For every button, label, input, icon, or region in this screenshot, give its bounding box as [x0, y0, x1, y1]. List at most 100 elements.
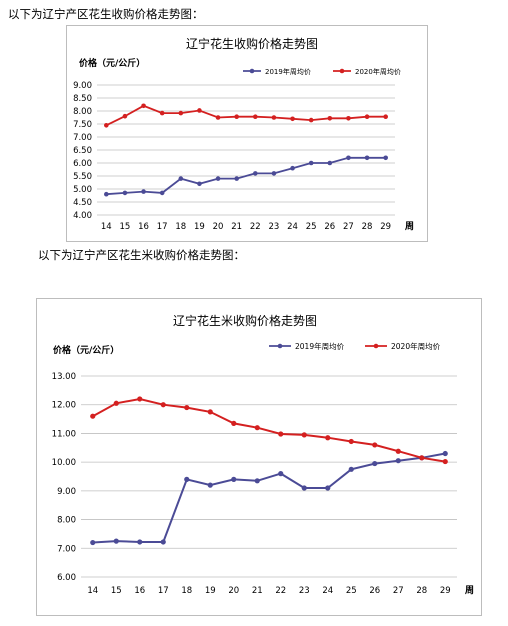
x-tick-label: 29 — [440, 586, 451, 596]
peanut-price-chart: 辽宁花生收购价格走势图 价格（元/公斤） 2019年周均价 2020年周均价 4.00 4… — [66, 25, 428, 242]
x-tick-label: 23 — [269, 222, 280, 232]
x-axis-label: 周 — [465, 585, 474, 596]
data-point-1 — [104, 123, 109, 128]
data-point-0 — [253, 171, 258, 176]
data-point-0 — [442, 450, 448, 457]
data-point-1 — [271, 115, 277, 120]
series-line-0 — [92, 452, 446, 544]
data-point-1 — [308, 117, 314, 123]
data-point-1 — [383, 114, 388, 120]
data-point-1 — [325, 435, 331, 441]
data-point-0 — [346, 155, 351, 161]
x-tick-label: 19 — [205, 586, 216, 596]
x-tick-label: 24 — [287, 222, 298, 232]
data-point-0 — [113, 538, 119, 544]
data-point-1 — [141, 103, 146, 109]
data-point-0 — [197, 181, 202, 187]
data-point-0 — [278, 471, 284, 477]
data-point-0 — [372, 460, 378, 467]
x-tick-label: 29 — [380, 222, 391, 232]
y-tick-label: 13.00 — [52, 372, 76, 382]
y-tick-label: 7.00 — [73, 133, 92, 143]
y-tick-label: 6.50 — [73, 146, 92, 156]
legend-marker-0 — [249, 68, 255, 74]
data-point-1 — [372, 442, 378, 448]
data-point-1 — [90, 413, 96, 419]
y-axis-label: 价格（元/公斤） — [53, 344, 119, 356]
series-line-0 — [106, 156, 386, 196]
data-point-1 — [137, 396, 143, 402]
x-tick-label: 16 — [138, 222, 149, 232]
x-tick-label: 14 — [101, 222, 112, 232]
data-point-1 — [122, 113, 128, 119]
y-tick-label: 12.00 — [52, 401, 76, 411]
x-tick-label: 21 — [231, 222, 242, 232]
data-point-0 — [90, 539, 96, 546]
data-point-0 — [327, 160, 333, 166]
data-point-0 — [159, 190, 165, 196]
x-tick-label: 17 — [157, 222, 168, 232]
x-tick-label: 24 — [322, 586, 333, 596]
data-point-1 — [364, 114, 370, 120]
x-tick-label: 18 — [181, 586, 192, 596]
legend-marker-0 — [277, 343, 283, 349]
x-tick-label: 15 — [111, 586, 122, 596]
data-point-0 — [122, 190, 128, 196]
data-point-0 — [364, 155, 370, 161]
y-axis-label: 价格（元/公斤） — [79, 57, 145, 69]
legend-marker-1 — [373, 343, 379, 349]
data-point-0 — [184, 476, 190, 482]
series-line-1 — [92, 397, 446, 463]
chart-title: 辽宁花生米收购价格走势图 — [173, 313, 317, 328]
y-tick-label: 7.00 — [57, 544, 76, 554]
data-point-1 — [184, 404, 190, 411]
data-point-1 — [178, 110, 184, 116]
x-tick-label: 18 — [175, 222, 186, 232]
data-point-0 — [308, 160, 314, 166]
y-tick-label: 8.50 — [73, 94, 92, 104]
data-point-1 — [395, 448, 401, 454]
x-tick-label: 27 — [393, 586, 404, 596]
y-tick-label: 7.50 — [73, 120, 92, 130]
data-point-0 — [231, 476, 237, 482]
x-tick-label: 21 — [252, 586, 263, 596]
legend-label-1: 2020年周均价 — [391, 341, 441, 351]
x-tick-label: 19 — [194, 222, 205, 232]
data-point-1 — [348, 438, 354, 445]
data-point-1 — [253, 114, 258, 120]
legend-label-1: 2020年周均价 — [355, 67, 401, 76]
data-point-0 — [234, 176, 239, 181]
data-point-0 — [215, 176, 221, 181]
x-tick-label: 15 — [120, 222, 131, 232]
peanut-kernel-chart-caption: 以下为辽宁产区花生米收购价格走势图： — [38, 248, 245, 262]
x-tick-label: 27 — [343, 222, 354, 232]
data-point-1 — [215, 115, 221, 120]
y-tick-label: 9.00 — [57, 487, 76, 497]
x-tick-label: 17 — [158, 586, 169, 596]
data-point-1 — [160, 402, 166, 408]
data-point-0 — [271, 171, 277, 176]
x-tick-label: 14 — [87, 586, 98, 596]
data-point-0 — [178, 176, 184, 181]
x-tick-label: 20 — [228, 586, 239, 596]
x-tick-label: 28 — [362, 222, 373, 232]
x-tick-label: 28 — [416, 586, 427, 596]
y-tick-label: 4.50 — [73, 198, 92, 208]
data-point-1 — [159, 110, 165, 116]
data-point-0 — [254, 478, 260, 484]
x-tick-label: 22 — [275, 586, 286, 596]
data-point-1 — [278, 431, 284, 437]
data-point-1 — [231, 420, 237, 426]
data-point-1 — [327, 115, 333, 121]
y-tick-label: 5.50 — [73, 172, 92, 182]
data-point-1 — [113, 400, 119, 406]
data-point-0 — [141, 189, 146, 194]
y-tick-label: 9.00 — [73, 81, 92, 91]
data-point-1 — [346, 115, 351, 121]
y-tick-label: 11.00 — [52, 429, 76, 439]
peanut-chart-caption: 以下为辽宁产区花生收购价格走势图： — [8, 7, 204, 21]
y-tick-label: 6.00 — [57, 573, 76, 583]
legend-marker-1 — [339, 68, 345, 74]
